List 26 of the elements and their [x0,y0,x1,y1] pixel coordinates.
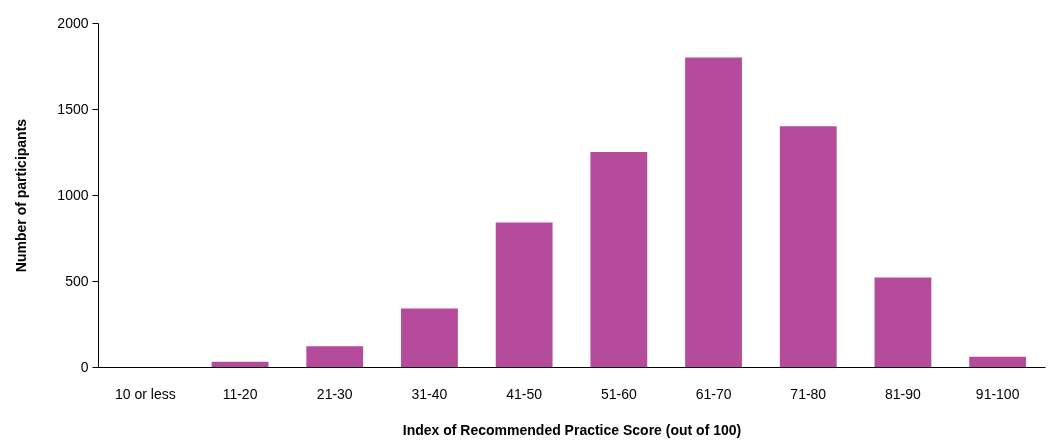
x-tick-label: 71-80 [790,385,827,402]
y-tick-label: 1000 [57,186,89,203]
bar [590,152,648,367]
bar [401,308,458,367]
y-tick-label: 0 [80,358,89,375]
x-tick-label: 31-40 [411,385,448,402]
x-tick-label: 61-70 [695,385,732,402]
x-tick-label: 81-90 [885,385,922,402]
bar [306,346,364,367]
x-tick-label: 11-20 [222,385,258,402]
bar [685,57,742,367]
bar [779,126,837,367]
x-tick-label: 51-60 [600,385,637,402]
bar [495,222,553,367]
x-tick-label: 91-100 [975,385,1020,402]
y-tick-label: 1500 [57,100,89,117]
bar [874,277,932,367]
y-tick-label: 500 [65,272,89,289]
x-tick-label: 41-50 [506,385,543,402]
y-axis-title: Number of participants [13,118,30,273]
x-tick-label: 10 or less [115,385,176,402]
bar [211,361,269,367]
y-tick-label: 2000 [57,14,89,31]
bar [969,356,1027,367]
x-axis-title: Index of Recommended Practice Score (out of 100) [402,421,742,438]
x-tick-label: 21-30 [316,385,353,402]
